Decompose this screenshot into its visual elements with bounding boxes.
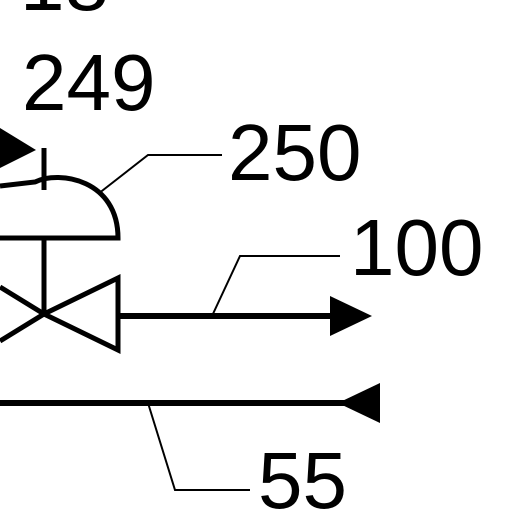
arrow-left-icon (338, 383, 380, 423)
flag-icon (0, 128, 47, 190)
reference-label-100: 100 (350, 203, 483, 292)
reference-label-250: 250 (228, 108, 361, 197)
reference-label-55: 55 (258, 436, 347, 512)
reference-label-249: 249 (22, 38, 155, 127)
leader-line-100 (211, 255, 340, 317)
partial-reference-label: 18 (20, 0, 109, 27)
diaphragm-actuator-icon (0, 175, 121, 241)
leader-line-250 (97, 154, 222, 195)
arrow-right-icon (330, 296, 372, 336)
leader-line-55 (147, 402, 250, 491)
valve-icon (0, 274, 121, 354)
